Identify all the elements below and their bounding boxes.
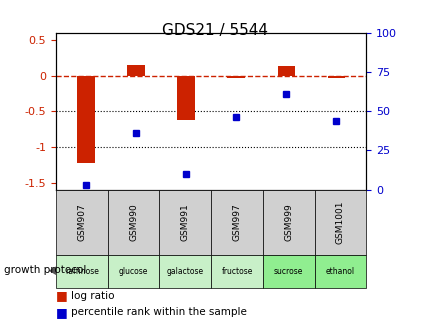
Text: ■: ■ [56,289,68,302]
Bar [177,76,194,120]
Text: GSM991: GSM991 [181,203,189,241]
Bar [327,76,344,77]
Text: fructose: fructose [221,267,252,276]
Text: growth protocol: growth protocol [4,265,86,275]
Text: galactose: galactose [166,267,203,276]
Text: ethanol: ethanol [325,267,354,276]
Text: GSM907: GSM907 [77,203,86,241]
Text: raffinose: raffinose [65,267,98,276]
Text: GSM990: GSM990 [129,203,138,241]
Text: ■: ■ [56,306,68,319]
Bar [277,65,295,76]
Polygon shape [49,266,56,275]
Text: sucrose: sucrose [273,267,303,276]
Text: glucose: glucose [119,267,148,276]
Text: GDS21 / 5544: GDS21 / 5544 [162,23,268,38]
Text: GSM999: GSM999 [284,203,292,241]
Text: GSM997: GSM997 [232,203,241,241]
Bar [77,76,95,163]
Bar [227,76,244,77]
Text: log ratio: log ratio [71,291,114,301]
Text: GSM1001: GSM1001 [335,200,344,244]
Bar [127,65,144,76]
Text: percentile rank within the sample: percentile rank within the sample [71,307,246,317]
